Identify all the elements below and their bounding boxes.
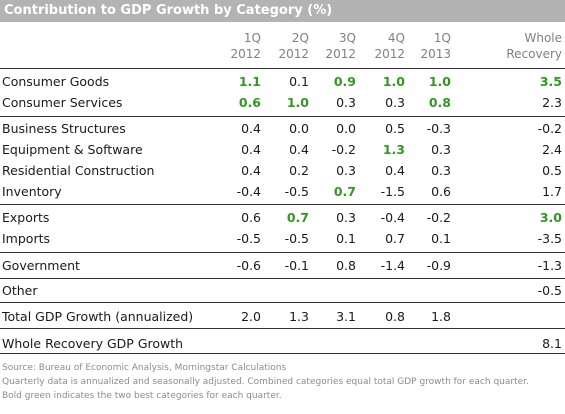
row-divider: [0, 204, 565, 205]
table-cell: 0.3: [336, 163, 356, 178]
table-cell: 2.4: [542, 142, 562, 157]
row-divider: [0, 116, 565, 117]
table-cell: 1.0: [382, 74, 405, 89]
table-cell: 3.0: [539, 210, 562, 225]
table-cell: 0.5: [385, 121, 405, 136]
table-cell: 1.3: [382, 142, 405, 157]
table-cell: -0.4: [236, 184, 261, 199]
table-cell: 0.4: [241, 121, 261, 136]
table-cell: 0.3: [336, 95, 356, 110]
table-cell: 0.9: [333, 74, 356, 89]
column-header-bottom: 2013: [420, 47, 451, 61]
row-label: Whole Recovery GDP Growth: [2, 336, 184, 351]
table-cell: 0.4: [385, 163, 405, 178]
table-cell: 0.7: [385, 231, 405, 246]
table-cell: 0.2: [289, 163, 309, 178]
column-header-bottom: 2012: [230, 47, 261, 61]
table-cell: -1.5: [380, 184, 405, 199]
table-cell: -0.5: [284, 231, 309, 246]
row-label: Inventory: [2, 184, 62, 199]
row-label: Residential Construction: [2, 163, 155, 178]
column-header-top: 4Q: [387, 31, 405, 45]
column-header-top: 1Q: [243, 31, 261, 45]
table-cell: -0.9: [426, 258, 451, 273]
footnote: Quarterly data is annualized and seasona…: [2, 377, 529, 387]
table-cell: 1.7: [542, 184, 562, 199]
row-label: Exports: [2, 210, 50, 225]
title-bar: Contribution to GDP Growth by Category (…: [0, 0, 565, 22]
table-cell: 0.7: [286, 210, 309, 225]
table-cell: 2.0: [241, 309, 261, 324]
row-label: Consumer Goods: [2, 74, 110, 89]
row-label: Equipment & Software: [2, 142, 143, 157]
row-divider: [0, 328, 565, 329]
table-cell: 0.6: [241, 210, 261, 225]
table-cell: -1.4: [380, 258, 405, 273]
table-cell: -0.2: [426, 210, 451, 225]
table-cell: 1.3: [289, 309, 309, 324]
table-cell: -0.2: [331, 142, 356, 157]
row-divider: [0, 302, 565, 303]
table-cell: 0.4: [241, 163, 261, 178]
table-cell: -0.2: [537, 121, 562, 136]
table-cell: -0.5: [537, 283, 562, 298]
table-cell: 2.3: [542, 95, 562, 110]
table-cell: 0.8: [336, 258, 356, 273]
table-cell: -0.3: [426, 121, 451, 136]
table-cell: 3.5: [539, 74, 562, 89]
table-cell: 0.6: [431, 184, 451, 199]
table-cell: -0.5: [284, 184, 309, 199]
table-cell: 0.3: [385, 95, 405, 110]
row-label: Government: [2, 258, 80, 273]
table-cell: 0.8: [385, 309, 405, 324]
row-divider: [0, 252, 565, 253]
row-label: Other: [2, 283, 38, 298]
footnote: Bold green indicates the two best catego…: [2, 391, 282, 401]
table-cell: 0.8: [428, 95, 451, 110]
table-cell: 1.8: [431, 309, 451, 324]
row-label: Consumer Services: [2, 95, 123, 110]
column-header-bottom: Recovery: [506, 47, 562, 61]
table-title: Contribution to GDP Growth by Category (…: [4, 3, 333, 18]
table-cell: 1.1: [238, 74, 261, 89]
table-cell: -0.1: [284, 258, 309, 273]
table-cell: 0.3: [336, 210, 356, 225]
table-cell: 0.7: [333, 184, 356, 199]
column-header-top: 3Q: [338, 31, 356, 45]
table-cell: 1.0: [428, 74, 451, 89]
row-label: Business Structures: [2, 121, 126, 136]
table-cell: -0.6: [236, 258, 261, 273]
column-header-top: 2Q: [291, 31, 309, 45]
table-cell: 0.1: [431, 231, 451, 246]
table-cell: 1.0: [286, 95, 309, 110]
table-cell: 0.6: [238, 95, 261, 110]
column-header-bottom: 2012: [325, 47, 356, 61]
table-cell: 0.5: [542, 163, 562, 178]
table-cell: -0.5: [236, 231, 261, 246]
table-cell: 0.0: [289, 121, 309, 136]
table-cell: -0.4: [380, 210, 405, 225]
table-cell: 0.4: [241, 142, 261, 157]
row-label: Total GDP Growth (annualized): [2, 309, 194, 324]
row-divider: [0, 68, 565, 69]
row-divider: [0, 353, 565, 354]
column-header-top: Whole: [524, 31, 562, 45]
table-cell: 3.1: [336, 309, 356, 324]
table-cell: 0.0: [336, 121, 356, 136]
table-cell: 0.4: [289, 142, 309, 157]
row-divider: [0, 278, 565, 279]
table-cell: 8.1: [542, 336, 562, 351]
table-cell: -1.3: [537, 258, 562, 273]
column-header-bottom: 2012: [278, 47, 309, 61]
column-header-bottom: 2012: [374, 47, 405, 61]
table-cell: -3.5: [537, 231, 562, 246]
column-header-top: 1Q: [433, 31, 451, 45]
table-cell: 0.3: [431, 163, 451, 178]
row-label: Imports: [2, 231, 50, 246]
table-cell: 0.3: [431, 142, 451, 157]
footnote: Source: Bureau of Economic Analysis, Mor…: [2, 363, 287, 373]
table-cell: 0.1: [336, 231, 356, 246]
table-cell: 0.1: [289, 74, 309, 89]
